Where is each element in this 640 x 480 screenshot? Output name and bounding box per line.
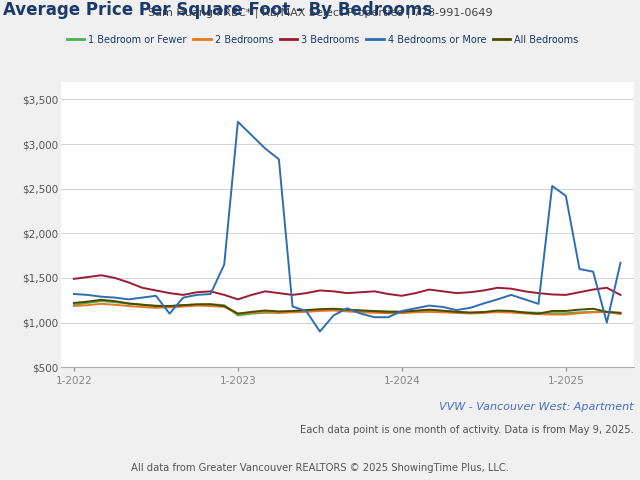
Legend: 1 Bedroom or Fewer, 2 Bedrooms, 3 Bedrooms, 4 Bedrooms or More, All Bedrooms: 1 Bedroom or Fewer, 2 Bedrooms, 3 Bedroo…	[63, 31, 582, 48]
Text: VVW - Vancouver West: Apartment: VVW - Vancouver West: Apartment	[439, 402, 634, 412]
Text: Sam Huang PREC* | RE/MAX Select Properties | 778-991-0649: Sam Huang PREC* | RE/MAX Select Properti…	[148, 8, 492, 18]
Text: All data from Greater Vancouver REALTORS © 2025 ShowingTime Plus, LLC.: All data from Greater Vancouver REALTORS…	[131, 463, 509, 473]
Text: Average Price Per Square Foot - By Bedrooms: Average Price Per Square Foot - By Bedro…	[3, 1, 433, 19]
Text: Each data point is one month of activity. Data is from May 9, 2025.: Each data point is one month of activity…	[300, 425, 634, 435]
